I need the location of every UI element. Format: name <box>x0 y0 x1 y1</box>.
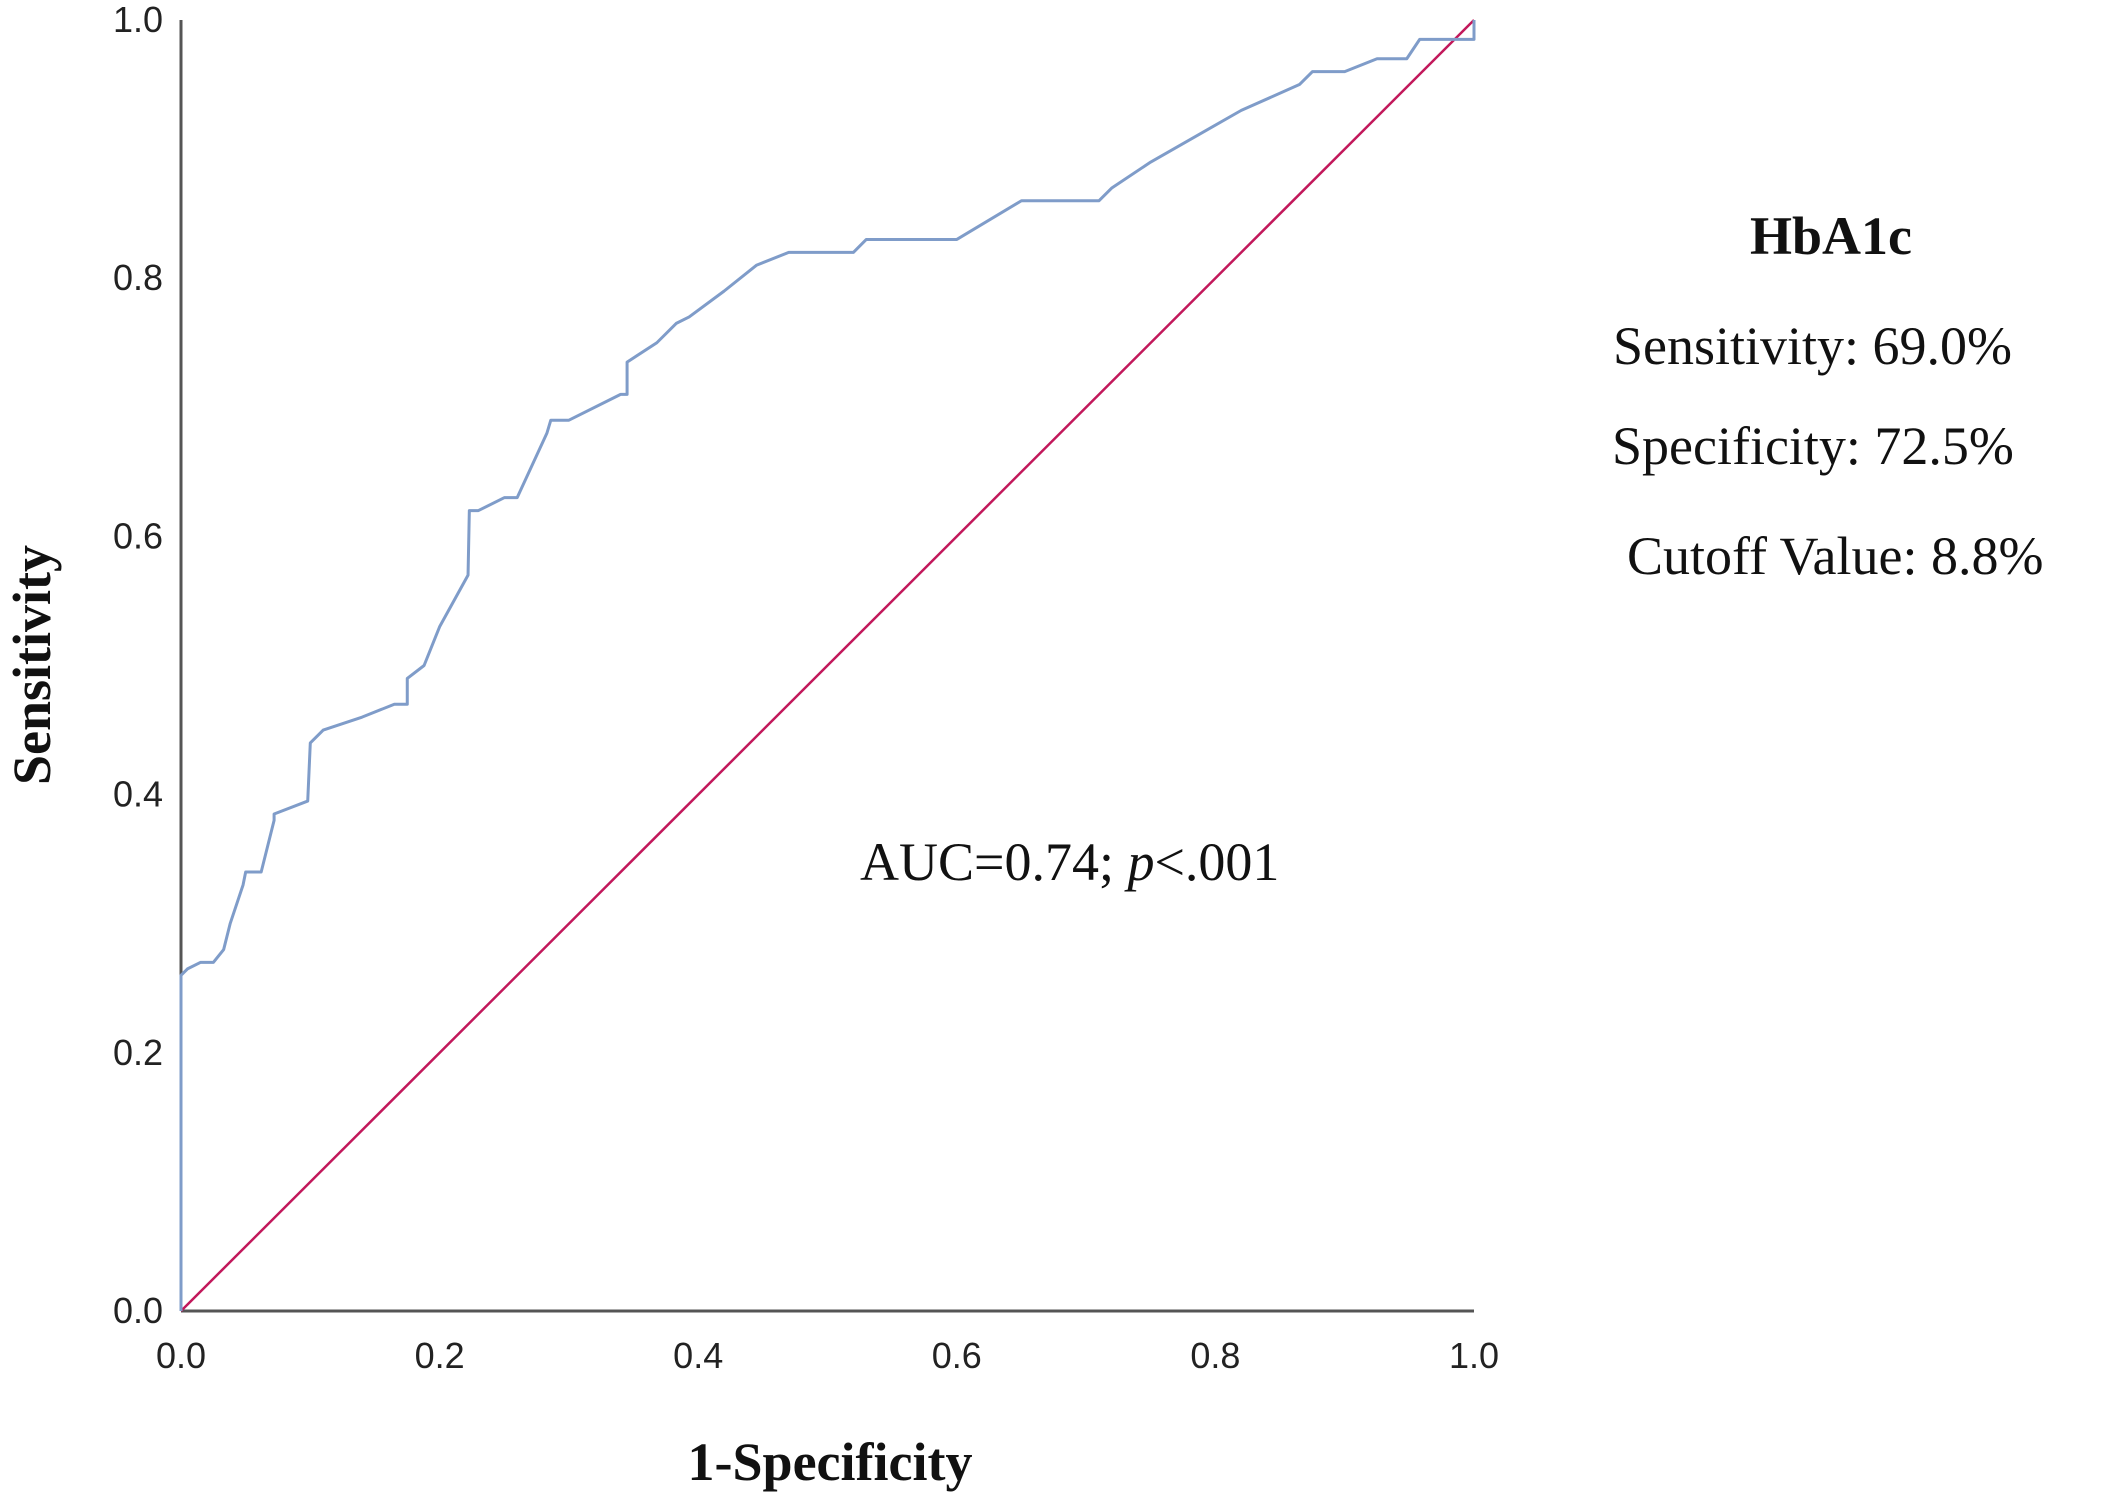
roc-curve-line <box>179 20 1476 1311</box>
auc-annotation-suffix: <.001 <box>1154 832 1279 892</box>
x-tick-label: 0.4 <box>673 1335 723 1376</box>
side-panel-title: HbA1c <box>1750 206 1912 266</box>
x-tick-label: 1.0 <box>1449 1335 1499 1376</box>
auc-annotation: AUC=0.74; p<.001 <box>860 832 1279 892</box>
y-tick-label: 0.2 <box>113 1032 163 1073</box>
y-tick-label: 0.8 <box>113 257 163 298</box>
reference-diagonal-line <box>180 19 1475 1312</box>
auc-annotation-prefix: AUC=0.74; <box>860 832 1127 892</box>
y-axis-title: Sensitivity <box>2 545 62 785</box>
x-tick-label: 0.0 <box>156 1335 206 1376</box>
auc-annotation-p: p <box>1123 832 1154 892</box>
y-tick-label: 0.0 <box>113 1290 163 1331</box>
series-group <box>179 19 1476 1312</box>
x-tick-label: 0.6 <box>932 1335 982 1376</box>
cutoff-value-label: Cutoff Value: 8.8% <box>1627 526 2044 586</box>
y-tick-label: 1.0 <box>113 0 163 40</box>
x-axis-title: 1-Specificity <box>688 1432 973 1492</box>
x-tick-label: 0.2 <box>415 1335 465 1376</box>
specificity-label: Specificity: 72.5% <box>1612 416 2014 476</box>
sensitivity-label: Sensitivity: 69.0% <box>1613 316 2013 376</box>
y-tick-label: 0.4 <box>113 774 163 815</box>
x-tick-label: 0.8 <box>1190 1335 1240 1376</box>
y-tick-label: 0.6 <box>113 515 163 556</box>
ticks: 0.0 0.2 0.4 0.6 0.8 1.0 0.0 0.2 0.4 0.6 0.8 1.0 <box>113 0 1499 1376</box>
